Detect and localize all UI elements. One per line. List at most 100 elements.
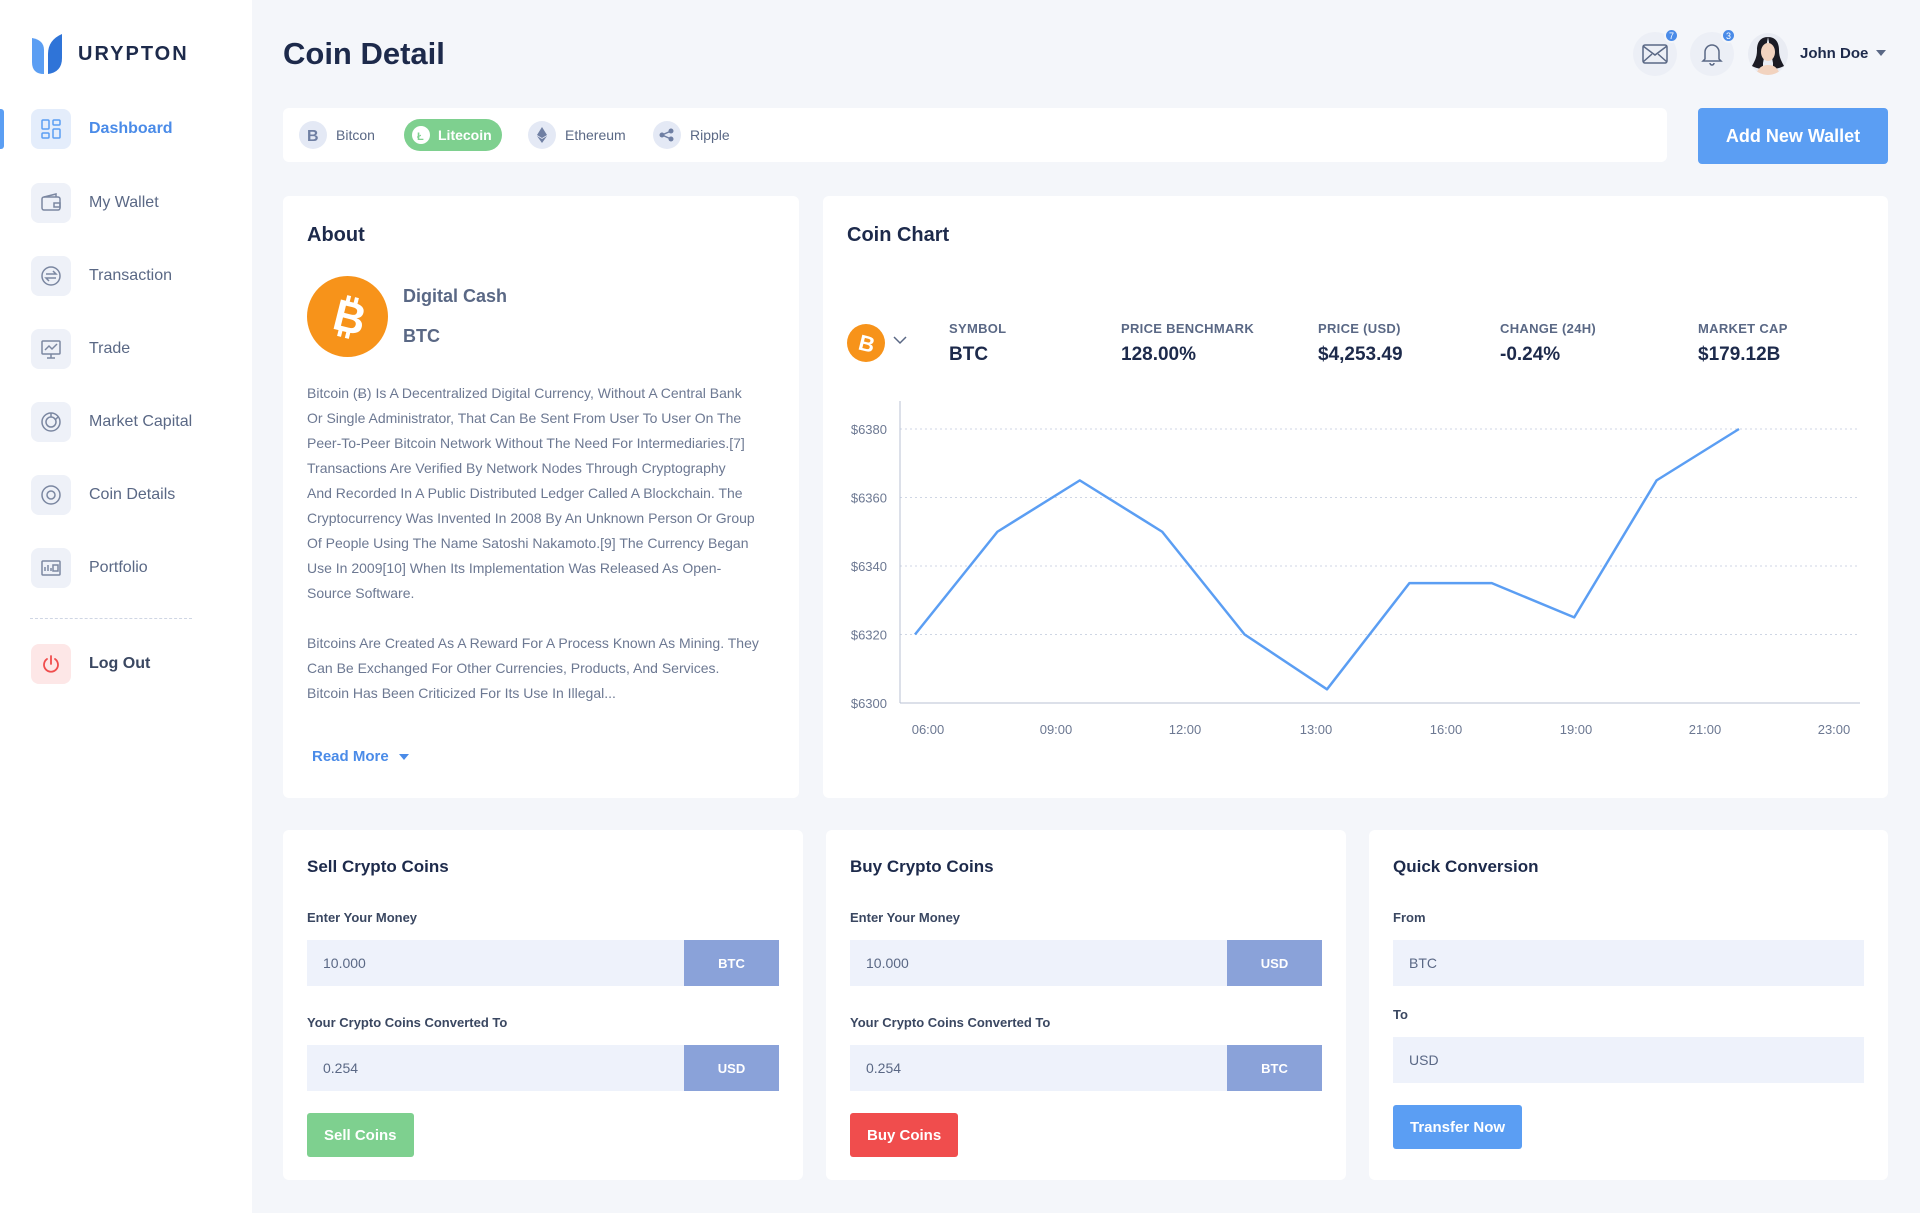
about-paragraph-1: Bitcoin (Ƀ) Is A Decentralized Digital C… xyxy=(307,381,782,606)
about-line: Can Be Exchanged For Other Currencies, P… xyxy=(307,660,720,676)
svg-text:B: B xyxy=(307,128,319,143)
read-more-link[interactable]: Read More xyxy=(312,748,409,765)
sidebar-item-label: Coin Details xyxy=(89,486,176,503)
sidebar-item-portfolio[interactable]: Portfolio xyxy=(0,545,252,591)
sidebar: URYPTON Dashboard My Wallet Transaction … xyxy=(0,0,252,1213)
mail-icon xyxy=(1642,44,1668,64)
about-line: Source Software. xyxy=(307,585,415,601)
wallet-icon xyxy=(31,183,71,223)
about-line: Or Single Administrator, That Can Be Sen… xyxy=(307,410,742,426)
y-tick-label: $6380 xyxy=(851,422,887,437)
conversion-to-input[interactable] xyxy=(1393,1037,1864,1083)
coin-name: Digital Cash xyxy=(403,286,508,306)
about-card: About B Digital Cash BTC Bitcoin (Ƀ) Is … xyxy=(283,196,799,798)
sidebar-item-label: My Wallet xyxy=(89,194,159,211)
add-new-wallet-button[interactable]: Add New Wallet xyxy=(1698,108,1888,164)
notification-count-badge: 3 xyxy=(1721,28,1736,43)
sell-converted-label: Your Crypto Coins Converted To xyxy=(307,1015,508,1030)
conversion-from-label: From xyxy=(1393,910,1426,925)
stat-label: MARKET CAP xyxy=(1698,321,1788,336)
brand-name: URYPTON xyxy=(78,42,189,65)
stat-value: 128.00% xyxy=(1121,344,1197,365)
sidebar-item-trade[interactable]: Trade xyxy=(0,326,252,372)
stat-value: $179.12B xyxy=(1698,344,1781,365)
transfer-now-button[interactable]: Transfer Now xyxy=(1393,1105,1523,1149)
user-avatar-icon xyxy=(1752,37,1784,75)
buy-converted-input[interactable] xyxy=(850,1045,1227,1091)
sidebar-item-label: Trade xyxy=(89,340,131,357)
buy-coins-button[interactable]: Buy Coins xyxy=(850,1113,959,1157)
logout-label: Log Out xyxy=(89,655,151,672)
notification-button[interactable]: 3 xyxy=(1690,28,1736,76)
litecoin-icon: Ł xyxy=(412,126,430,144)
sell-converted-group: USD xyxy=(307,1045,779,1091)
tab-litecoin[interactable]: Ł Litecoin xyxy=(404,119,502,151)
read-more-label: Read More xyxy=(312,748,389,765)
y-tick-label: $6360 xyxy=(851,491,887,506)
caret-down-icon xyxy=(398,753,409,760)
sell-money-unit: BTC xyxy=(684,940,779,986)
coin-symbol: BTC xyxy=(403,326,440,346)
sidebar-item-label: Transaction xyxy=(89,267,172,284)
buy-card: Buy Crypto Coins Enter Your Money USD Yo… xyxy=(826,830,1346,1180)
stat-price-usd: PRICE (USD) $4,253.49 xyxy=(1318,321,1403,366)
market-icon xyxy=(31,402,71,442)
about-line: Cryptocurrency Was Invented In 2008 By A… xyxy=(307,510,755,526)
trade-icon xyxy=(31,329,71,369)
sidebar-item-market-capital[interactable]: Market Capital xyxy=(0,399,252,445)
chevron-down-icon[interactable] xyxy=(893,336,907,345)
dashboard-icon xyxy=(31,109,71,149)
brand-logo[interactable]: URYPTON xyxy=(30,32,189,76)
about-paragraph-2: Bitcoins Are Created As A Reward For A P… xyxy=(307,631,782,706)
about-line: Bitcoins Are Created As A Reward For A P… xyxy=(307,635,759,651)
buy-money-group: USD xyxy=(850,940,1322,986)
stat-label: CHANGE (24H) xyxy=(1500,321,1597,336)
coin-tabs: B Bitcon Ł Litecoin Ethereum Ripple xyxy=(283,108,1667,162)
bitcoin-icon: B xyxy=(299,121,327,149)
bitcoin-logo-icon: B xyxy=(307,276,388,357)
about-line: Of People Using The Name Satoshi Nakamot… xyxy=(307,535,749,551)
stat-value: $4,253.49 xyxy=(1318,344,1403,365)
sidebar-item-my-wallet[interactable]: My Wallet xyxy=(0,180,252,226)
sell-money-label: Enter Your Money xyxy=(307,910,418,925)
ethereum-icon xyxy=(528,121,556,149)
tab-label: Ethereum xyxy=(565,127,626,143)
quick-conversion-card: Quick Conversion From To Transfer Now xyxy=(1369,830,1888,1180)
sidebar-item-coin-details[interactable]: Coin Details xyxy=(0,472,252,518)
conversion-from-input[interactable] xyxy=(1393,940,1864,986)
coin-icon xyxy=(31,475,71,515)
stat-market-cap: MARKET CAP $179.12B xyxy=(1698,321,1788,366)
chevron-down-icon[interactable] xyxy=(1876,50,1886,56)
page-title: Coin Detail xyxy=(283,36,445,71)
sell-money-group: BTC xyxy=(307,940,779,986)
user-name[interactable]: John Doe xyxy=(1800,45,1869,62)
avatar[interactable] xyxy=(1748,33,1788,75)
tab-ripple[interactable]: Ripple xyxy=(651,119,740,151)
about-line: Bitcoin (Ƀ) Is A Decentralized Digital C… xyxy=(307,385,742,401)
price-series-line xyxy=(914,427,1740,691)
mail-button[interactable]: 7 xyxy=(1633,28,1679,76)
buy-money-input[interactable] xyxy=(850,940,1227,986)
about-line: Peer-To-Peer Bitcoin Network Without The… xyxy=(307,435,745,451)
about-line: Use In 2009[10] When Its Implementation … xyxy=(307,560,722,576)
y-tick-label: $6320 xyxy=(851,628,887,643)
tab-ethereum[interactable]: Ethereum xyxy=(526,119,636,151)
stat-price-benchmark: PRICE BENCHMARK 128.00% xyxy=(1121,321,1254,366)
transaction-icon xyxy=(31,256,71,296)
x-tick-label: 06:00 xyxy=(912,722,945,737)
logout-button[interactable]: Log Out xyxy=(0,641,252,687)
sell-converted-input[interactable] xyxy=(307,1045,684,1091)
buy-converted-group: BTC xyxy=(850,1045,1322,1091)
coin-selector-bitcoin-icon[interactable]: B xyxy=(847,324,885,362)
logo-mark-icon xyxy=(32,34,62,74)
sidebar-item-dashboard[interactable]: Dashboard xyxy=(0,106,252,152)
mail-count-badge: 7 xyxy=(1664,28,1679,43)
tab-label: Litecoin xyxy=(438,127,492,143)
sell-coins-button[interactable]: Sell Coins xyxy=(307,1113,414,1157)
sidebar-item-transaction[interactable]: Transaction xyxy=(0,253,252,299)
sell-card: Sell Crypto Coins Enter Your Money BTC Y… xyxy=(283,830,803,1180)
tab-bitcoin[interactable]: B Bitcon xyxy=(297,119,385,151)
coin-chart-title: Coin Chart xyxy=(847,224,950,246)
buy-title: Buy Crypto Coins xyxy=(850,857,994,876)
sell-money-input[interactable] xyxy=(307,940,684,986)
